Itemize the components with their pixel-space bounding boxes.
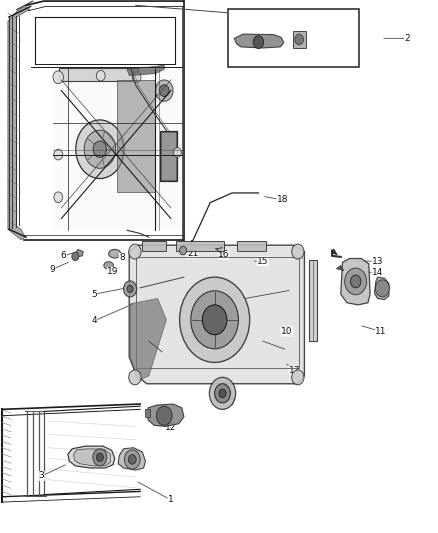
Bar (237, 241, 266, 251)
Circle shape (156, 406, 172, 425)
Circle shape (84, 130, 116, 168)
Circle shape (96, 453, 103, 462)
Circle shape (345, 268, 367, 295)
Text: 8: 8 (119, 254, 125, 262)
Text: 13: 13 (372, 257, 383, 265)
Text: 18: 18 (277, 196, 288, 204)
Circle shape (132, 72, 141, 83)
Circle shape (129, 244, 141, 259)
Text: 5: 5 (91, 290, 97, 298)
Polygon shape (129, 245, 304, 384)
Polygon shape (127, 65, 164, 76)
Text: 14: 14 (372, 269, 383, 277)
Circle shape (54, 149, 63, 160)
Circle shape (375, 280, 389, 297)
Polygon shape (341, 259, 370, 305)
Bar (142, 241, 166, 251)
Polygon shape (74, 249, 83, 257)
Circle shape (173, 148, 181, 157)
Circle shape (191, 291, 238, 349)
Bar (160, 131, 177, 181)
Circle shape (93, 449, 107, 466)
Text: 11: 11 (375, 327, 387, 336)
Circle shape (96, 70, 105, 81)
Polygon shape (332, 249, 337, 255)
Polygon shape (74, 449, 110, 466)
Text: 2: 2 (405, 34, 410, 43)
Bar (176, 241, 224, 251)
Text: 4: 4 (92, 317, 97, 325)
Circle shape (215, 384, 230, 403)
Text: 19: 19 (107, 268, 119, 276)
Bar (117, 80, 155, 192)
Circle shape (295, 34, 304, 45)
Ellipse shape (109, 249, 121, 258)
Polygon shape (374, 277, 389, 300)
Text: 21: 21 (187, 249, 198, 258)
Text: 16: 16 (218, 251, 229, 259)
Bar (309, 260, 317, 341)
Circle shape (93, 141, 106, 157)
Circle shape (180, 246, 187, 255)
Polygon shape (68, 446, 115, 468)
Ellipse shape (104, 262, 113, 269)
Circle shape (129, 370, 141, 385)
Circle shape (209, 377, 236, 409)
Circle shape (253, 36, 264, 49)
Circle shape (54, 192, 63, 203)
Circle shape (219, 389, 226, 398)
Text: 7: 7 (229, 398, 235, 407)
Circle shape (72, 252, 79, 261)
Polygon shape (148, 404, 184, 426)
Circle shape (159, 85, 169, 96)
Polygon shape (336, 265, 344, 271)
Circle shape (178, 246, 186, 255)
Circle shape (124, 450, 140, 469)
Polygon shape (131, 298, 166, 381)
Polygon shape (8, 6, 30, 240)
Bar (145, 409, 150, 417)
Circle shape (350, 275, 361, 288)
Circle shape (127, 285, 133, 293)
Bar (293, 31, 306, 48)
Text: 9: 9 (49, 265, 56, 273)
Circle shape (292, 244, 304, 259)
Text: 12: 12 (165, 423, 177, 432)
Circle shape (76, 120, 124, 179)
Polygon shape (118, 448, 145, 470)
Text: 10: 10 (281, 327, 293, 336)
Text: 17: 17 (289, 366, 300, 375)
Circle shape (292, 370, 304, 385)
Bar (161, 132, 176, 180)
Circle shape (124, 281, 137, 297)
Circle shape (202, 305, 227, 335)
Circle shape (128, 455, 136, 464)
Bar (228, 9, 359, 67)
Circle shape (53, 71, 64, 84)
Polygon shape (234, 34, 284, 48)
Text: 6: 6 (60, 252, 67, 260)
Circle shape (180, 277, 250, 362)
Bar (59, 68, 138, 81)
Text: 15: 15 (257, 257, 268, 265)
Bar (53, 70, 182, 230)
Text: 3: 3 (39, 472, 45, 480)
Text: 1: 1 (168, 496, 174, 504)
Circle shape (155, 80, 173, 101)
